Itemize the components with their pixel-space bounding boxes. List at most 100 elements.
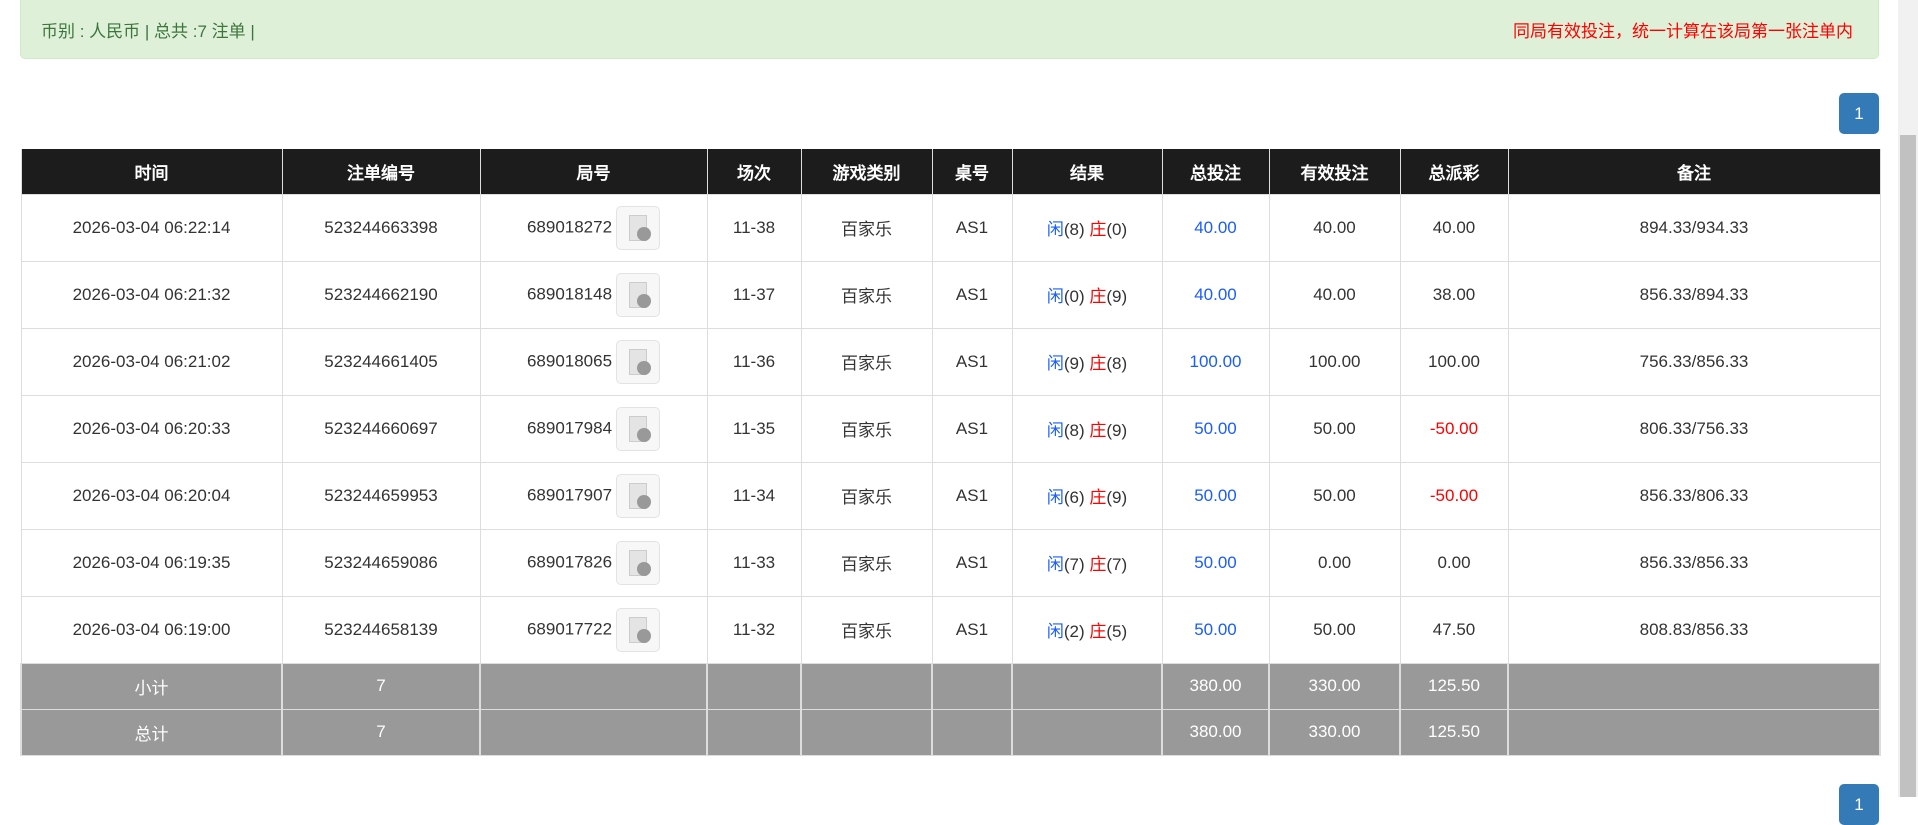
banker-points: (9) <box>1106 287 1128 306</box>
result: 闲(6) 庄(9) <box>1011 461 1163 530</box>
result: 闲(2) 庄(5) <box>1011 595 1163 664</box>
video-replay-icon[interactable] <box>616 473 661 518</box>
payout: 47.50 <box>1399 595 1509 664</box>
video-replay-icon[interactable] <box>616 339 661 384</box>
total-bet: 40.00 <box>1161 260 1270 329</box>
subtotal-total: 380.00 <box>1161 662 1270 710</box>
round-cell: 689018148 <box>479 260 708 329</box>
bet-time: 2026-03-04 06:20:04 <box>20 461 283 530</box>
pagination-page-1-top[interactable]: 1 <box>1839 93 1879 134</box>
video-replay-icon[interactable] <box>616 540 661 585</box>
total-bet: 50.00 <box>1161 595 1270 664</box>
table-row: 2026-03-04 06:19:35 523244659086 6890178… <box>20 528 1881 597</box>
column-header: 备注 <box>1507 149 1881 195</box>
round-cell: 689017907 <box>479 461 708 530</box>
valid-bet: 50.00 <box>1268 394 1401 463</box>
video-replay-icon[interactable] <box>616 406 661 451</box>
scrollbar-thumb[interactable] <box>1900 135 1916 797</box>
game-type: 百家乐 <box>800 595 933 664</box>
bet-time: 2026-03-04 06:21:32 <box>20 260 283 329</box>
banker-points: (8) <box>1106 354 1128 373</box>
column-header: 游戏类别 <box>800 149 933 195</box>
table-row: 2026-03-04 06:22:14 523244663398 6890182… <box>20 193 1881 262</box>
banker-points: (7) <box>1106 555 1128 574</box>
pagination-page-1-bottom[interactable]: 1 <box>1839 784 1879 825</box>
round-number: 689017907 <box>526 484 613 504</box>
game-type: 百家乐 <box>800 327 933 396</box>
bet-records-table: 时间 注单编号 局号 场次 游戏类别 桌号 结果 总投注 有效投注 总派彩 备注 2026-03-0… <box>20 149 1881 756</box>
shoe: 11-33 <box>706 528 802 597</box>
valid-bet: 100.00 <box>1268 327 1401 396</box>
round-number: 689017826 <box>526 551 613 571</box>
bet-id: 523244658139 <box>281 595 481 664</box>
valid-bet: 40.00 <box>1268 193 1401 262</box>
table-row: 2026-03-04 06:21:02 523244661405 6890180… <box>20 327 1881 396</box>
bet-id: 523244662190 <box>281 260 481 329</box>
banker-label: 庄 <box>1089 488 1107 507</box>
bet-id: 523244661405 <box>281 327 481 396</box>
round-cell: 689018065 <box>479 327 708 396</box>
video-replay-icon[interactable] <box>616 205 661 250</box>
bet-id: 523244659086 <box>281 528 481 597</box>
valid-bet: 40.00 <box>1268 260 1401 329</box>
result: 闲(8) 庄(9) <box>1011 394 1163 463</box>
round-number: 689017984 <box>526 417 613 437</box>
payout: 40.00 <box>1399 193 1509 262</box>
column-header: 结果 <box>1011 149 1163 195</box>
note: 806.33/756.33 <box>1507 394 1881 463</box>
shoe: 11-35 <box>706 394 802 463</box>
banker-label: 庄 <box>1089 555 1107 574</box>
video-replay-icon[interactable] <box>616 272 661 317</box>
grandtotal-payout: 125.50 <box>1399 708 1509 756</box>
result: 闲(9) 庄(8) <box>1011 327 1163 396</box>
column-header: 局号 <box>479 149 708 195</box>
bet-time: 2026-03-04 06:19:00 <box>20 595 283 664</box>
table-id: AS1 <box>931 528 1013 597</box>
table-id: AS1 <box>931 327 1013 396</box>
player-label: 闲 <box>1046 622 1064 641</box>
total-bet: 50.00 <box>1161 394 1270 463</box>
player-label: 闲 <box>1046 488 1064 507</box>
total-bet: 50.00 <box>1161 461 1270 530</box>
table-row: 2026-03-04 06:20:33 523244660697 6890179… <box>20 394 1881 463</box>
result: 闲(7) 庄(7) <box>1011 528 1163 597</box>
bet-time: 2026-03-04 06:22:14 <box>20 193 283 262</box>
bet-time: 2026-03-04 06:20:33 <box>20 394 283 463</box>
result: 闲(0) 庄(9) <box>1011 260 1163 329</box>
table-row: 2026-03-04 06:21:32 523244662190 6890181… <box>20 260 1881 329</box>
payout: 38.00 <box>1399 260 1509 329</box>
player-points: (2) <box>1063 622 1085 641</box>
column-header: 场次 <box>706 149 802 195</box>
result: 闲(8) 庄(0) <box>1011 193 1163 262</box>
summary-banner: 币别 : 人民币 | 总共 :7 注单 | 同局有效投注，统一计算在该局第一张注… <box>20 0 1879 59</box>
banker-label: 庄 <box>1089 421 1107 440</box>
payout: -50.00 <box>1399 461 1509 530</box>
round-number: 689018272 <box>526 216 613 236</box>
player-label: 闲 <box>1046 421 1064 440</box>
player-points: (7) <box>1063 555 1085 574</box>
note: 856.33/894.33 <box>1507 260 1881 329</box>
valid-bet: 50.00 <box>1268 461 1401 530</box>
round-cell: 689018272 <box>479 193 708 262</box>
currency-summary: 币别 : 人民币 | 总共 :7 注单 | <box>41 22 255 41</box>
note: 808.83/856.33 <box>1507 595 1881 664</box>
total-bet: 40.00 <box>1161 193 1270 262</box>
table-id: AS1 <box>931 260 1013 329</box>
game-type: 百家乐 <box>800 528 933 597</box>
round-number: 689018065 <box>526 350 613 370</box>
table-row: 2026-03-04 06:19:00 523244658139 6890177… <box>20 595 1881 664</box>
shoe: 11-38 <box>706 193 802 262</box>
video-replay-icon[interactable] <box>616 607 661 652</box>
column-header: 桌号 <box>931 149 1013 195</box>
note: 756.33/856.33 <box>1507 327 1881 396</box>
table-id: AS1 <box>931 394 1013 463</box>
player-label: 闲 <box>1046 354 1064 373</box>
subtotal-label: 小计 <box>20 662 283 710</box>
bet-time: 2026-03-04 06:21:02 <box>20 327 283 396</box>
vertical-scrollbar[interactable] <box>1898 0 1918 797</box>
player-points: (0) <box>1063 287 1085 306</box>
note: 856.33/856.33 <box>1507 528 1881 597</box>
player-points: (8) <box>1063 421 1085 440</box>
round-cell: 689017984 <box>479 394 708 463</box>
shoe: 11-36 <box>706 327 802 396</box>
